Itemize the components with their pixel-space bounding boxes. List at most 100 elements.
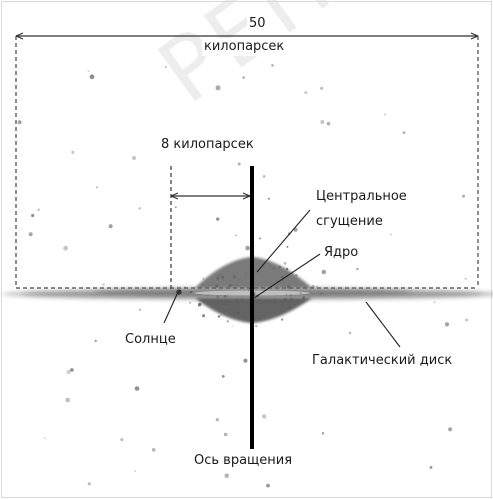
background-star bbox=[66, 369, 71, 375]
background-star bbox=[221, 375, 225, 378]
bulge-star bbox=[254, 291, 256, 294]
bulge-star bbox=[228, 284, 232, 288]
bulge-star bbox=[226, 320, 229, 323]
bulge-star bbox=[258, 317, 262, 320]
background-star bbox=[320, 120, 325, 124]
leader-lines bbox=[163, 209, 401, 348]
bulge-star bbox=[202, 301, 204, 303]
bulge-star bbox=[289, 294, 293, 297]
bulge-star bbox=[216, 295, 220, 299]
background-star bbox=[215, 85, 221, 91]
bulge-star bbox=[287, 285, 291, 289]
bulge-star bbox=[289, 306, 292, 309]
sun-distance-label: 8 килопарсек bbox=[159, 136, 256, 154]
central-bulge-label-line2: сгущение bbox=[314, 213, 385, 231]
bulge-star bbox=[283, 261, 287, 265]
background-star bbox=[102, 283, 105, 286]
background-star bbox=[465, 318, 469, 322]
bulge-star bbox=[221, 275, 225, 279]
background-star bbox=[242, 76, 245, 79]
background-star bbox=[444, 322, 450, 327]
background-star bbox=[384, 113, 387, 116]
bulge-star bbox=[280, 318, 284, 321]
bulge-star bbox=[201, 283, 204, 285]
background-star bbox=[43, 437, 46, 440]
bulge-star bbox=[217, 315, 221, 318]
background-star bbox=[402, 131, 406, 135]
background-star bbox=[464, 277, 467, 280]
background-star bbox=[245, 245, 250, 251]
bulge-star bbox=[236, 311, 240, 315]
background-star bbox=[138, 207, 141, 210]
background-star bbox=[448, 427, 453, 432]
background-star bbox=[224, 473, 229, 479]
bulge-star bbox=[248, 288, 251, 290]
width-value-label: 50 bbox=[247, 15, 268, 33]
bulge-star bbox=[202, 277, 205, 280]
bulge-star bbox=[221, 303, 223, 305]
galactic-disk-leader bbox=[365, 301, 401, 348]
bulge-star bbox=[184, 286, 186, 288]
bulge-star bbox=[278, 265, 281, 269]
bulge-star bbox=[282, 279, 285, 281]
bulge-star bbox=[315, 285, 318, 288]
background-star bbox=[120, 438, 124, 442]
bulge-star bbox=[247, 289, 250, 292]
background-star bbox=[321, 269, 327, 275]
background-star bbox=[70, 368, 74, 372]
bulge-star bbox=[255, 325, 257, 327]
background-star bbox=[356, 267, 359, 271]
background-star bbox=[94, 339, 97, 343]
width-right-arrowhead bbox=[470, 32, 479, 40]
background-star bbox=[215, 418, 219, 422]
bulge-star bbox=[215, 284, 219, 288]
sun-leader bbox=[163, 291, 179, 324]
background-star bbox=[262, 414, 267, 419]
bulge-star bbox=[220, 314, 222, 316]
background-star bbox=[348, 331, 352, 335]
galactic-disk-label: Галактический диск bbox=[310, 352, 455, 370]
background-star bbox=[71, 150, 75, 154]
bulge-star bbox=[281, 305, 284, 307]
background-star bbox=[216, 217, 220, 221]
background-star bbox=[63, 245, 68, 251]
background-star bbox=[462, 194, 466, 198]
bulge-star bbox=[295, 274, 298, 277]
background-star bbox=[89, 74, 95, 80]
background-star bbox=[235, 234, 237, 237]
background-star bbox=[134, 470, 136, 472]
background-star bbox=[433, 301, 436, 304]
bulge-star bbox=[232, 325, 234, 327]
bulge-star bbox=[281, 275, 284, 278]
background-star bbox=[304, 91, 308, 95]
background-star bbox=[37, 208, 40, 211]
background-star bbox=[286, 245, 289, 248]
bulge-star bbox=[311, 285, 315, 289]
background-star bbox=[321, 432, 325, 435]
background-star bbox=[108, 224, 113, 229]
bulge-star bbox=[288, 305, 291, 309]
sun-label: Солнце bbox=[123, 331, 178, 349]
sun-distance-right-arrowhead bbox=[242, 192, 251, 200]
background-star bbox=[164, 66, 167, 68]
background-star bbox=[326, 121, 331, 126]
background-star bbox=[429, 466, 433, 469]
background-star bbox=[266, 483, 270, 488]
bulge-star bbox=[235, 298, 238, 302]
bulge-star bbox=[216, 277, 219, 280]
background-star bbox=[17, 120, 22, 125]
central-bulge-label-line1: Центральное bbox=[314, 188, 409, 206]
background-star bbox=[138, 308, 141, 311]
bulge-star bbox=[319, 292, 323, 296]
background-star bbox=[28, 232, 33, 237]
bulge-star bbox=[202, 314, 206, 318]
bulge-star bbox=[222, 277, 224, 279]
bulge-star bbox=[285, 267, 289, 271]
background-star bbox=[65, 397, 70, 403]
background-star bbox=[87, 482, 91, 486]
nucleus-leader bbox=[253, 253, 321, 299]
bulge-star bbox=[217, 278, 220, 281]
background-star bbox=[151, 448, 156, 452]
